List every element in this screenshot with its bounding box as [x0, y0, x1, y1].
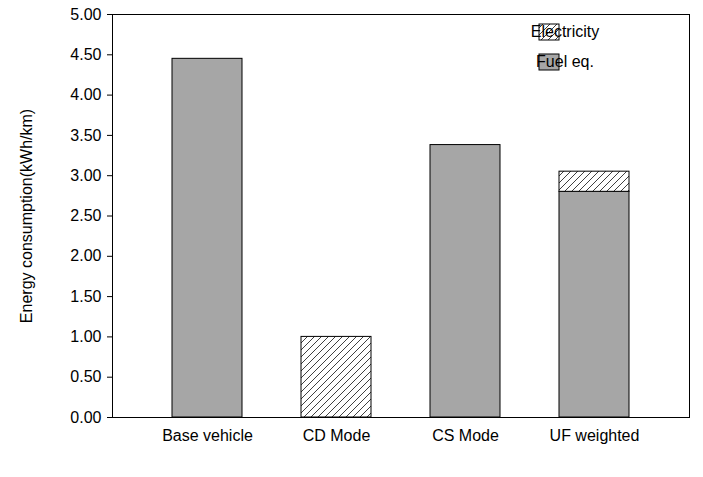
svg-text:CS Mode: CS Mode: [432, 427, 499, 444]
svg-text:CD Mode: CD Mode: [303, 427, 371, 444]
svg-text:1.00: 1.00: [70, 328, 101, 345]
svg-text:Fuel eq.: Fuel eq.: [536, 53, 594, 70]
svg-text:5.00: 5.00: [70, 6, 101, 23]
svg-text:Electricity: Electricity: [531, 23, 599, 40]
svg-text:2.50: 2.50: [70, 207, 101, 224]
svg-text:0.00: 0.00: [70, 409, 101, 426]
svg-text:4.00: 4.00: [70, 86, 101, 103]
svg-text:2.00: 2.00: [70, 247, 101, 264]
svg-text:1.50: 1.50: [70, 288, 101, 305]
svg-text:UF weighted: UF weighted: [550, 427, 640, 444]
svg-text:Energy consumption(kWh/km): Energy consumption(kWh/km): [18, 109, 35, 323]
svg-text:4.50: 4.50: [70, 46, 101, 63]
svg-text:3.50: 3.50: [70, 127, 101, 144]
svg-text:Base vehicle: Base vehicle: [162, 427, 253, 444]
svg-text:0.50: 0.50: [70, 368, 101, 385]
svg-text:3.00: 3.00: [70, 167, 101, 184]
